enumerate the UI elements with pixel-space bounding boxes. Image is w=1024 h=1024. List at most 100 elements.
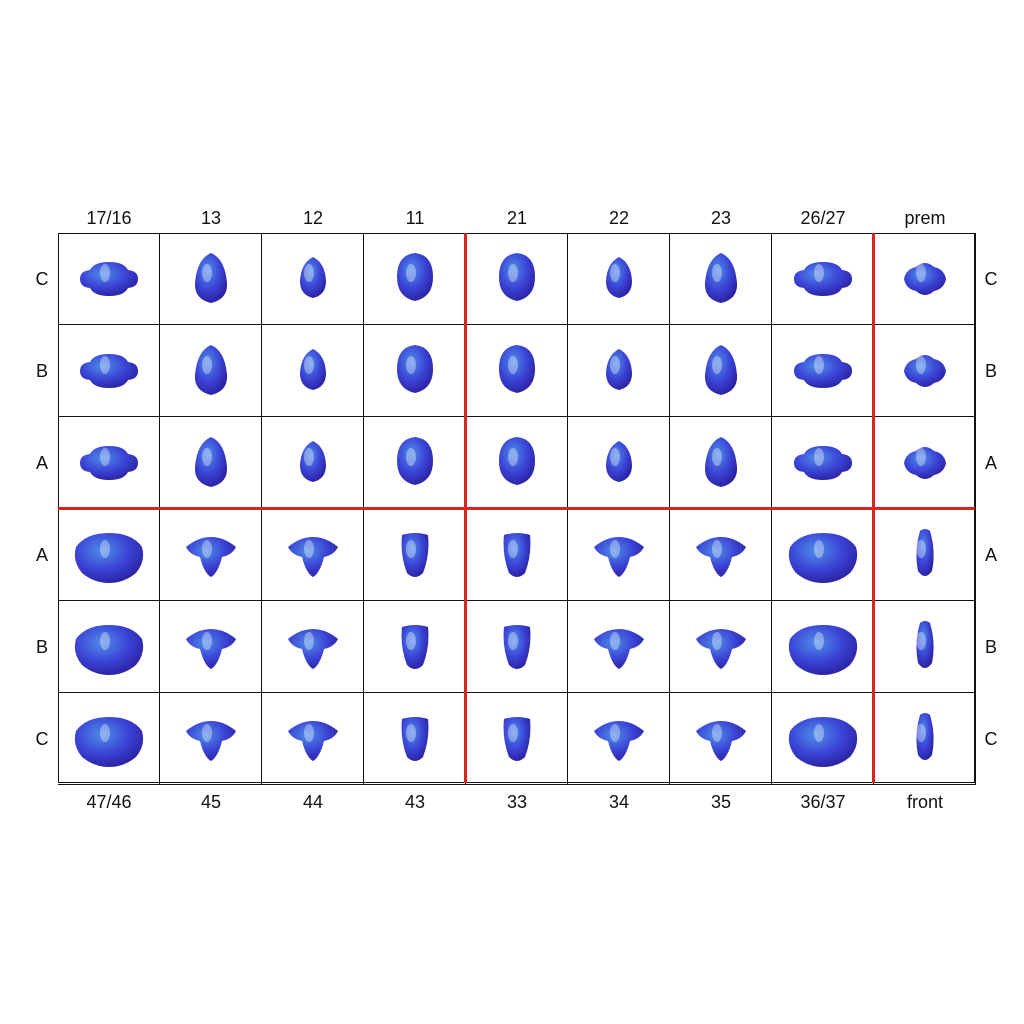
tooth-cell[interactable]	[874, 693, 976, 785]
tooth-shape	[503, 625, 531, 669]
tooth-cell[interactable]	[160, 417, 262, 509]
tooth-image	[696, 629, 746, 669]
tooth-highlight	[814, 356, 824, 374]
tooth-cell[interactable]	[160, 325, 262, 417]
column-label-top: 13	[200, 208, 222, 228]
tooth-image	[194, 437, 228, 487]
tooth-highlight	[916, 264, 926, 282]
tooth-cell[interactable]	[568, 417, 670, 509]
tooth-image	[74, 625, 144, 675]
tooth-cell[interactable]	[364, 509, 466, 601]
tooth-cell[interactable]	[262, 325, 364, 417]
tooth-cell[interactable]	[262, 417, 364, 509]
tooth-cell[interactable]	[364, 233, 466, 325]
tooth-image	[904, 355, 946, 387]
tooth-cell[interactable]	[670, 693, 772, 785]
tooth-highlight	[202, 540, 212, 558]
tooth-image	[186, 721, 236, 761]
tooth-shape	[288, 537, 338, 577]
tooth-image	[74, 533, 144, 583]
tooth-cell[interactable]	[772, 693, 874, 785]
tooth-highlight	[916, 356, 926, 374]
row-label-right: B	[984, 637, 997, 657]
tooth-cell[interactable]	[568, 693, 670, 785]
tooth-cell[interactable]	[670, 509, 772, 601]
column-label-bottom: 44	[302, 792, 324, 812]
tooth-shape	[74, 533, 144, 583]
tooth-cell[interactable]	[58, 509, 160, 601]
tooth-shape	[74, 625, 144, 675]
tooth-cell[interactable]	[670, 233, 772, 325]
column-label-top: 12	[302, 208, 324, 228]
tooth-cell[interactable]	[58, 233, 160, 325]
tooth-cell[interactable]	[874, 509, 976, 601]
tooth-image	[916, 713, 934, 760]
tooth-cell[interactable]	[568, 325, 670, 417]
tooth-cell[interactable]	[670, 417, 772, 509]
tooth-cell[interactable]	[466, 233, 568, 325]
tooth-cell[interactable]	[364, 325, 466, 417]
tooth-highlight	[100, 356, 110, 374]
tooth-shape	[788, 717, 858, 767]
tooth-shape	[594, 537, 644, 577]
tooth-cell[interactable]	[58, 601, 160, 693]
tooth-shape	[788, 625, 858, 675]
tooth-image	[503, 717, 531, 761]
tooth-highlight	[712, 632, 722, 650]
tooth-highlight	[100, 632, 110, 650]
tooth-cell[interactable]	[58, 693, 160, 785]
tooth-cell[interactable]	[772, 417, 874, 509]
tooth-cell[interactable]	[568, 509, 670, 601]
tooth-cell[interactable]	[466, 601, 568, 693]
tooth-highlight	[712, 264, 722, 282]
tooth-cell[interactable]	[364, 417, 466, 509]
tooth-cell[interactable]	[670, 601, 772, 693]
tooth-cell[interactable]	[160, 509, 262, 601]
tooth-cell[interactable]	[364, 601, 466, 693]
tooth-shape	[696, 721, 746, 761]
tooth-cell[interactable]	[772, 509, 874, 601]
tooth-cell[interactable]	[772, 233, 874, 325]
tooth-cell[interactable]	[160, 601, 262, 693]
tooth-cell[interactable]	[58, 417, 160, 509]
tooth-cell[interactable]	[262, 693, 364, 785]
tooth-highlight	[202, 632, 212, 650]
tooth-image	[788, 533, 858, 583]
tooth-cell[interactable]	[160, 693, 262, 785]
tooth-cell[interactable]	[670, 325, 772, 417]
tooth-highlight	[508, 724, 518, 742]
tooth-shape	[74, 717, 144, 767]
tooth-shape	[904, 447, 946, 479]
tooth-shape	[704, 253, 738, 303]
tooth-cell[interactable]	[262, 233, 364, 325]
tooth-cell[interactable]	[568, 601, 670, 693]
tooth-cell[interactable]	[160, 233, 262, 325]
tooth-highlight	[814, 632, 824, 650]
tooth-shape	[503, 717, 531, 761]
tooth-highlight	[610, 356, 620, 374]
tooth-shape	[186, 721, 236, 761]
row-label-left: A	[35, 545, 48, 565]
divider-horizontal-arch	[58, 507, 975, 510]
tooth-cell[interactable]	[58, 325, 160, 417]
tooth-cell[interactable]	[262, 509, 364, 601]
tooth-cell[interactable]	[874, 601, 976, 693]
tooth-cell[interactable]	[466, 325, 568, 417]
column-label-bottom: 45	[200, 792, 222, 812]
row-label-right: B	[984, 361, 997, 381]
tooth-cell[interactable]	[874, 233, 976, 325]
tooth-cell[interactable]	[874, 417, 976, 509]
tooth-cell[interactable]	[466, 509, 568, 601]
tooth-cell[interactable]	[364, 693, 466, 785]
tooth-highlight	[202, 724, 212, 742]
tooth-cell[interactable]	[772, 325, 874, 417]
tooth-highlight	[610, 264, 620, 282]
tooth-cell[interactable]	[772, 601, 874, 693]
tooth-image	[401, 625, 429, 669]
tooth-cell[interactable]	[466, 693, 568, 785]
tooth-cell[interactable]	[466, 417, 568, 509]
tooth-cell[interactable]	[262, 601, 364, 693]
tooth-cell[interactable]	[874, 325, 976, 417]
tooth-cell[interactable]	[568, 233, 670, 325]
tooth-image	[704, 345, 738, 395]
